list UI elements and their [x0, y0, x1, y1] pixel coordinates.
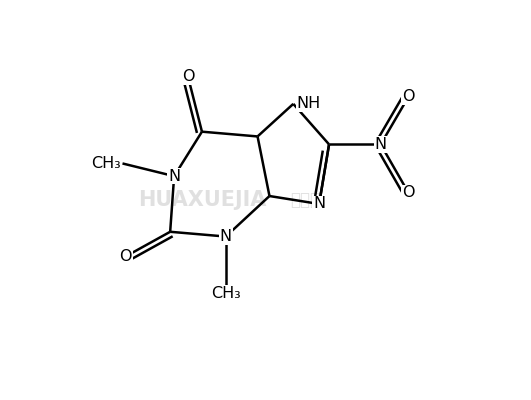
- Text: O: O: [182, 69, 194, 84]
- Text: N: N: [220, 229, 232, 244]
- Text: NH: NH: [296, 96, 321, 111]
- Text: O: O: [402, 89, 415, 104]
- Text: 化学加: 化学加: [290, 191, 320, 209]
- Text: N: N: [375, 137, 387, 152]
- Text: CH₃: CH₃: [211, 286, 241, 301]
- Text: HUAXUEJIA: HUAXUEJIA: [138, 190, 266, 210]
- Text: O: O: [402, 185, 415, 200]
- Text: N: N: [313, 196, 325, 212]
- Text: O: O: [119, 249, 132, 264]
- Text: CH₃: CH₃: [91, 156, 121, 171]
- Text: N: N: [168, 169, 180, 184]
